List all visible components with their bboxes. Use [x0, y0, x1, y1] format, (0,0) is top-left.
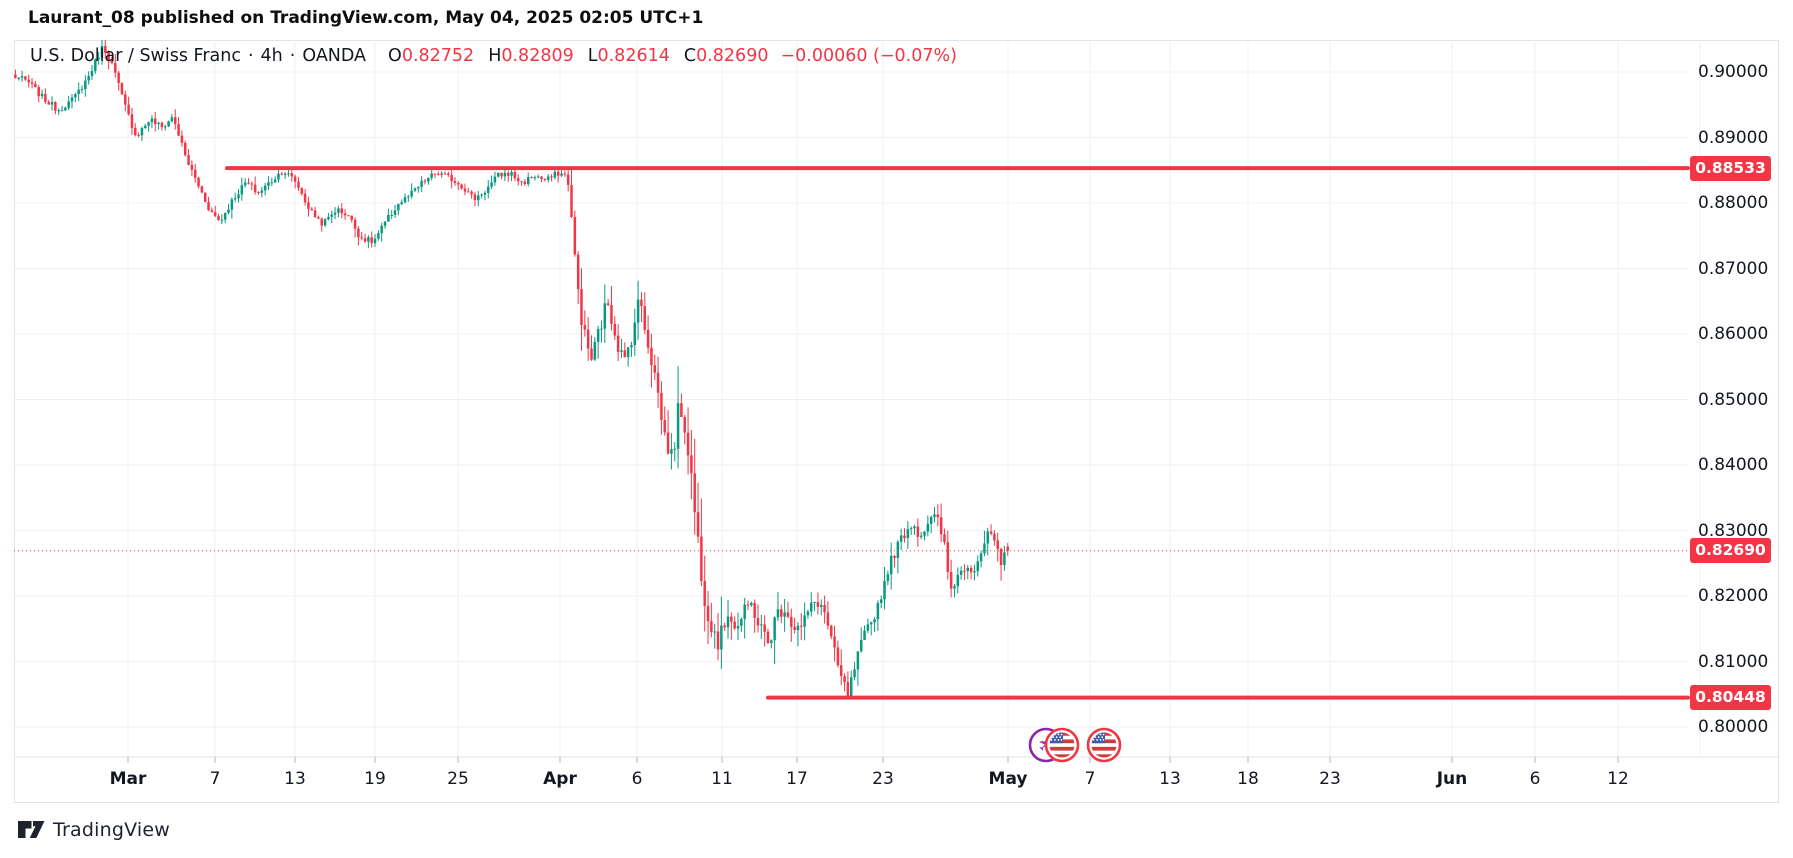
tradingview-logo-mark [18, 821, 45, 838]
chart-legend: U.S. Dollar / Swiss Franc · 4h · OANDA O0.827… [30, 46, 957, 66]
time-axis-label: 19 [364, 769, 386, 789]
price-axis-label: 0.89000 [1698, 127, 1769, 148]
price-axis-label: 0.85000 [1698, 389, 1769, 410]
last-price-label: 0.82690 [1690, 538, 1771, 564]
price-axis-label: 0.80000 [1698, 717, 1769, 737]
close-label: C [683, 46, 697, 66]
change-value: −0.00060 (−0.07%) [780, 46, 957, 66]
price-axis-label: 0.90000 [1698, 62, 1769, 82]
level-price-label-upper: 0.88533 [1690, 155, 1771, 181]
time-axis-label: 23 [872, 769, 894, 789]
separator-dot: · [289, 46, 296, 66]
us-flag-event-icon[interactable] [1046, 729, 1078, 761]
time-axis-label: 7 [1084, 769, 1096, 789]
price-axis-label: 0.87000 [1698, 258, 1769, 279]
price-axis-label: 0.82000 [1698, 586, 1769, 606]
open-label: O [388, 46, 402, 66]
open-value: 0.82752 [401, 46, 475, 66]
time-axis-label: May [988, 769, 1028, 789]
high-label: H [488, 46, 502, 66]
price-axis-label: 0.84000 [1698, 455, 1769, 475]
low-value: 0.82614 [597, 46, 670, 66]
attribution-text: Laurant_08 published on TradingView.com,… [28, 8, 704, 28]
interval-label[interactable]: 4h [260, 46, 283, 66]
time-axis-label: 13 [284, 769, 306, 789]
price-axis-label: 0.86000 [1698, 324, 1769, 344]
time-axis-label: 7 [209, 769, 221, 789]
separator-dot: · [247, 46, 254, 66]
exchange-label[interactable]: OANDA [302, 46, 367, 66]
time-axis-label: 11 [711, 769, 733, 789]
level-price-label-lower: 0.80448 [1690, 685, 1771, 711]
time-axis-label: Apr [543, 769, 577, 789]
price-axis-label: 0.83000 [1698, 520, 1769, 541]
time-axis-label: Mar [109, 769, 147, 789]
time-axis-label: Jun [1436, 769, 1468, 789]
candlestick-series [14, 39, 1009, 698]
time-axis-label: 6 [631, 769, 643, 789]
tradingview-logo-text: TradingView [53, 818, 170, 841]
time-axis-label: 23 [1319, 769, 1341, 789]
time-axis-label: 17 [786, 769, 808, 789]
time-axis-label: 12 [1607, 769, 1629, 789]
price-axis-label: 0.81000 [1698, 651, 1769, 672]
symbol-title[interactable]: U.S. Dollar / Swiss Franc [30, 46, 241, 66]
time-axis-label: 13 [1159, 769, 1181, 789]
close-value: 0.82690 [696, 46, 769, 66]
time-axis-label: 18 [1237, 769, 1259, 789]
price-axis-label: 0.88000 [1698, 193, 1769, 213]
time-axis-label: 6 [1529, 769, 1541, 789]
tradingview-logo[interactable]: TradingView [18, 818, 170, 841]
high-value: 0.82809 [501, 46, 574, 66]
us-flag-event-icon[interactable] [1088, 729, 1120, 761]
low-label: L [587, 46, 598, 66]
time-axis-label: 25 [447, 769, 469, 789]
